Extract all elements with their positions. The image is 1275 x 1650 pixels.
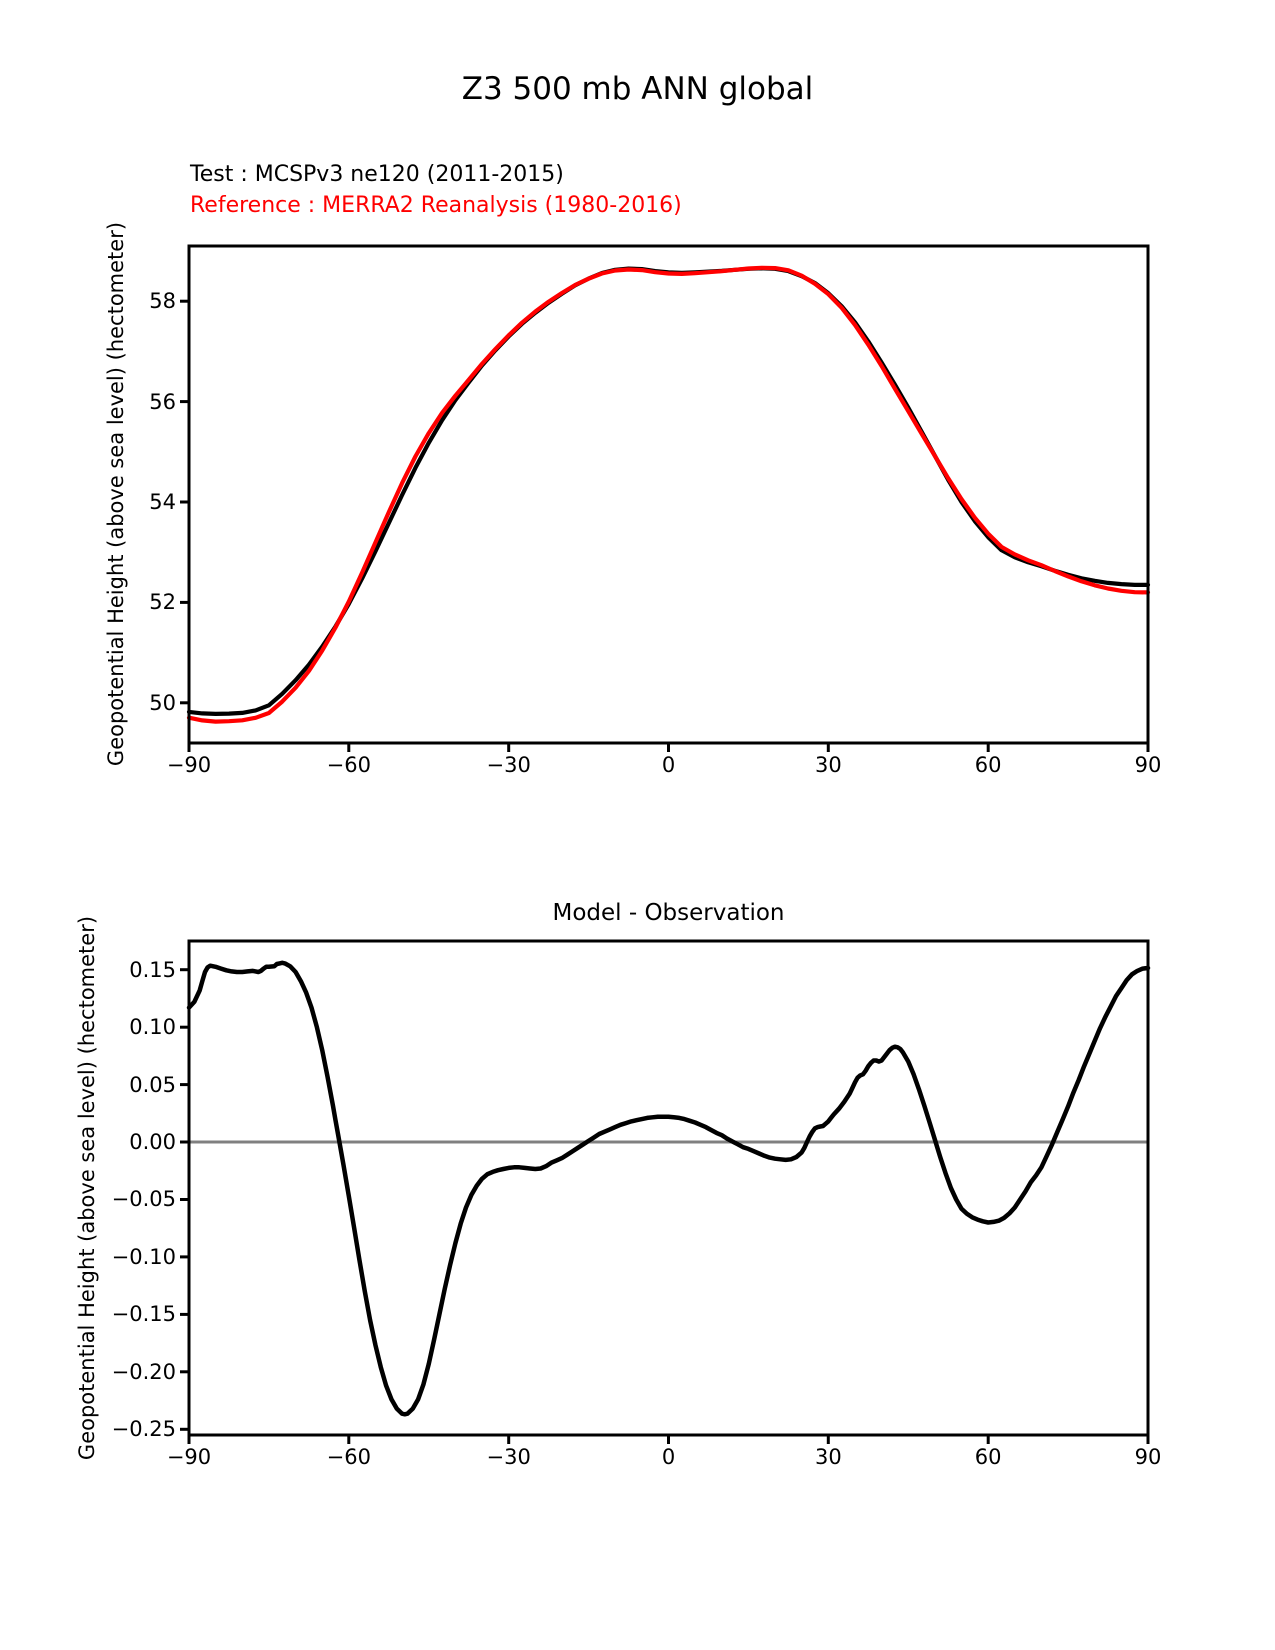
y-tick-label: 58 xyxy=(149,289,176,314)
x-tick-label: −60 xyxy=(326,753,371,777)
y-tick-label: 52 xyxy=(149,590,176,615)
test-series-line xyxy=(186,266,1151,717)
x-tick-label: 0 xyxy=(661,753,676,777)
reference-series-label: Reference : MERRA2 Reanalysis (1980-2016… xyxy=(190,193,682,218)
y-tick-label: 50 xyxy=(149,690,176,715)
y-tick-label: −0.25 xyxy=(111,1417,176,1442)
axes-frame xyxy=(187,939,1150,1437)
x-tick-label: −90 xyxy=(166,1445,212,1469)
x-tick-label: −30 xyxy=(486,1445,531,1469)
x-tick-label: 0 xyxy=(661,1445,676,1469)
difference-series-line xyxy=(186,960,1151,1417)
test-series-label: Test : MCSPv3 ne120 (2011-2015) xyxy=(190,162,564,187)
y-tick-label: −0.20 xyxy=(111,1359,176,1384)
x-tick-label: 60 xyxy=(974,753,1002,777)
x-tick-label: 30 xyxy=(814,753,842,777)
reference-series-line xyxy=(186,265,1151,724)
y-tick-label: −0.10 xyxy=(111,1244,176,1269)
y-tick-label: 0.15 xyxy=(129,957,176,982)
y-tick-label: 56 xyxy=(149,389,176,414)
y-tick-label: 0.05 xyxy=(129,1072,176,1097)
y-tick-label: 0.00 xyxy=(129,1130,176,1155)
bottom-chart-title: Model - Observation xyxy=(552,900,785,926)
y-tick-label: −0.15 xyxy=(111,1302,176,1327)
x-tick-label: −30 xyxy=(486,753,531,777)
axes-frame xyxy=(187,244,1150,745)
x-tick-label: 90 xyxy=(1134,1445,1162,1469)
x-tick-label: 90 xyxy=(1134,753,1162,777)
x-tick-label: −90 xyxy=(166,753,212,777)
x-tick-label: 30 xyxy=(814,1445,842,1469)
y-tick-label: 54 xyxy=(149,490,176,515)
x-tick-label: 60 xyxy=(974,1445,1002,1469)
y-tick-label: 0.10 xyxy=(129,1015,176,1040)
x-tick-label: −60 xyxy=(326,1445,371,1469)
figure-title: Z3 500 mb ANN global xyxy=(461,71,814,107)
y-tick-label: −0.05 xyxy=(111,1187,176,1212)
